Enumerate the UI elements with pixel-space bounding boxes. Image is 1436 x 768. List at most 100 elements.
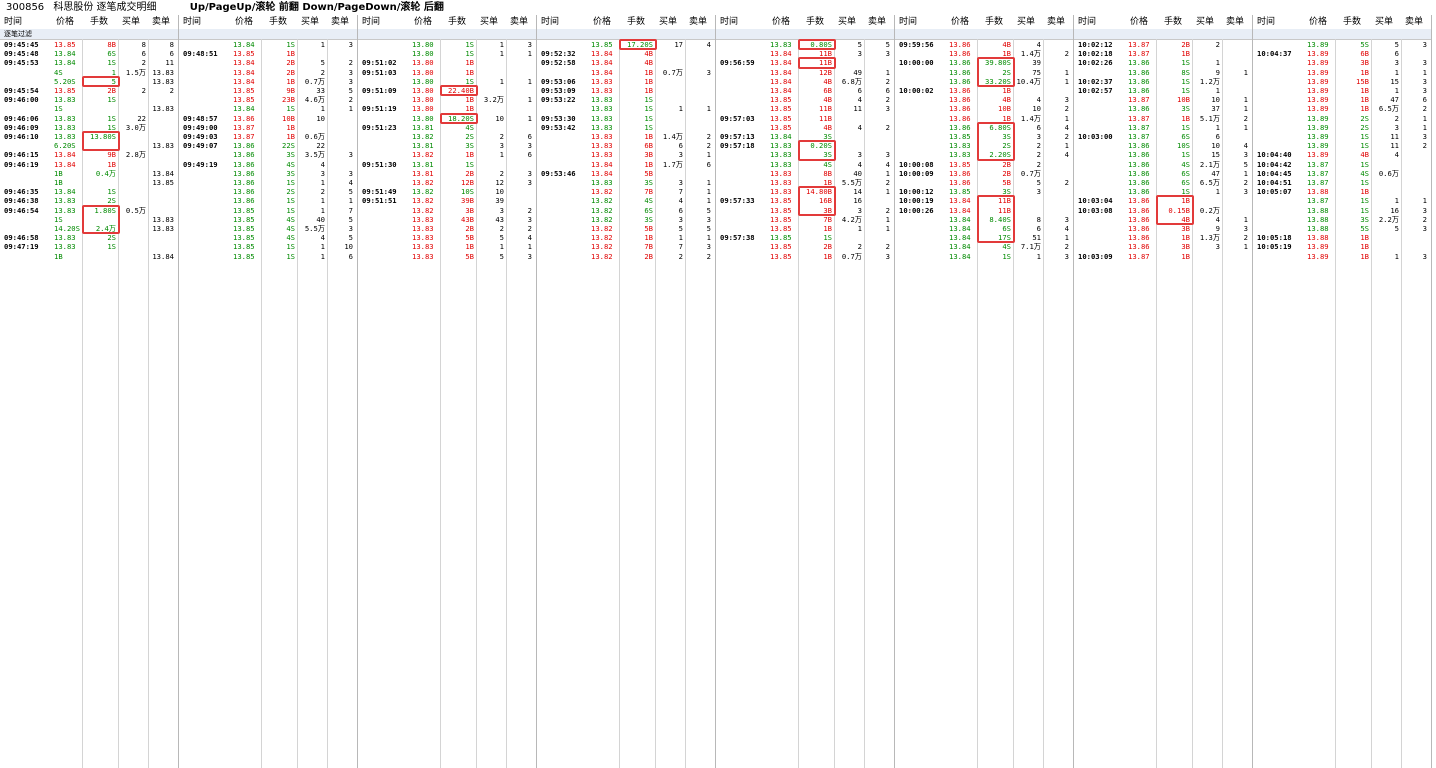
table-row[interactable]: 10:00:26 13.84 11B	[895, 206, 1073, 215]
table-row[interactable]: 13.85 4B 4 2	[716, 123, 894, 132]
table-row[interactable]: 10:05:18 13.88 1B	[1253, 233, 1431, 242]
table-row[interactable]: 10:00:00 13.86 39.80S 39	[895, 58, 1073, 67]
column-header[interactable]: 手数	[1343, 17, 1362, 27]
table-row[interactable]: 09:53:42 13.83 1S	[537, 123, 715, 132]
table-row[interactable]: 10:00:09 13.86 2B 0.7万	[895, 169, 1073, 178]
table-row[interactable]: 13.85 3B 3 2	[716, 206, 894, 215]
table-row[interactable]: 13.84 1S 1 1	[179, 104, 357, 113]
table-row[interactable]: 10:04:37 13.89 6B 6	[1253, 49, 1431, 58]
table-row[interactable]: 09:56:59 13.84 11B	[716, 58, 894, 67]
table-row[interactable]: 13.85 1B 1 1	[716, 224, 894, 233]
column-header[interactable]: 买单	[301, 17, 320, 27]
table-row[interactable]: 13.88 1S 16 3	[1253, 206, 1431, 215]
column-header[interactable]: 时间	[541, 17, 560, 27]
table-row[interactable]: 10:04:45 13.87 4S 0.6万	[1253, 169, 1431, 178]
table-row[interactable]: 13.85 3S 3 2	[895, 132, 1073, 141]
table-row[interactable]: 13.86 1S 1 3	[1074, 187, 1252, 196]
table-row[interactable]: 09:53:06 13.83 1B	[537, 77, 715, 86]
tick-panel[interactable]: 时间 价格 手数 买单 卖单 10:02:12 13.87 2B 2 10:02:18 13.87 1…	[1074, 15, 1253, 768]
table-row[interactable]: 13.86 2S 75 1	[895, 68, 1073, 77]
table-row[interactable]: 13.86 3B 9 3	[1074, 224, 1252, 233]
table-row[interactable]: 13.83 0.80S 5 5	[716, 40, 894, 49]
table-row[interactable]: 09:46:35 13.84 1S	[0, 187, 178, 196]
table-row[interactable]: 1B 0.4万 13.84	[0, 169, 178, 178]
column-header[interactable]: 价格	[593, 17, 612, 27]
table-row[interactable]: 13.85 17.20S 17 4	[537, 40, 715, 49]
table-row[interactable]: 09:57:03 13.85 11B	[716, 114, 894, 123]
column-header[interactable]: 手数	[90, 17, 109, 27]
table-row[interactable]: 13.85 1S 1 10	[179, 242, 357, 251]
table-row[interactable]: 13.87 1S 1 1	[1074, 123, 1252, 132]
table-row[interactable]: 09:53:22 13.83 1S	[537, 95, 715, 104]
table-row[interactable]: 13.85 1S 1 6	[179, 252, 357, 261]
table-row[interactable]: 13.86 6S 6.5万 2	[1074, 178, 1252, 187]
table-row[interactable]: 13.80 1B 3.2万 1	[358, 95, 536, 104]
table-row[interactable]: 13.86 1S 15 3	[1074, 150, 1252, 159]
table-row[interactable]: 13.83 8B 40 1	[716, 169, 894, 178]
column-header[interactable]: 卖单	[1047, 17, 1066, 27]
table-row[interactable]: 13.89 1B 1 3	[1253, 252, 1431, 261]
table-row[interactable]: 10:02:26 13.86 1S 1	[1074, 58, 1252, 67]
table-row[interactable]: 13.83 43B 43 3	[358, 215, 536, 224]
column-header[interactable]: 卖单	[1226, 17, 1245, 27]
table-row[interactable]: 13.89 1S 11 2	[1253, 141, 1431, 150]
table-row[interactable]: 13.82 1B 1 6	[358, 150, 536, 159]
filter-label[interactable]: 逐笔过滤	[4, 30, 32, 38]
column-header[interactable]: 卖单	[331, 17, 350, 27]
column-header[interactable]: 卖单	[510, 17, 529, 27]
table-row[interactable]: 13.85 1S 1 7	[179, 206, 357, 215]
table-row[interactable]: 13.89 1B 6.5万 2	[1253, 104, 1431, 113]
column-header[interactable]: 买单	[1375, 17, 1394, 27]
table-row[interactable]: 13.84 6S 6 4	[895, 224, 1073, 233]
table-row[interactable]: 09:46:19 13.84 1B	[0, 160, 178, 169]
table-row[interactable]: 09:59:56 13.86 4B 4	[895, 40, 1073, 49]
table-row[interactable]: 09:46:00 13.83 1S	[0, 95, 178, 104]
table-row[interactable]: 13.85 2B 2 2	[716, 242, 894, 251]
table-row[interactable]: 13.88 5S 5 3	[1253, 224, 1431, 233]
table-row[interactable]: 13.86 1S 1 1	[179, 196, 357, 205]
table-row[interactable]: 09:57:38 13.85 1S	[716, 233, 894, 242]
table-row[interactable]: 4S 1 1.5万 13.83	[0, 68, 178, 77]
table-row[interactable]: 10:03:08 13.86 0.15B 0.2万	[1074, 206, 1252, 215]
table-row[interactable]: 13.84 4S 7.1万 2	[895, 242, 1073, 251]
table-row[interactable]: 13.85 4S 4 5	[179, 233, 357, 242]
table-row[interactable]: 13.89 1B 1 3	[1253, 86, 1431, 95]
table-row[interactable]: 13.82 6S 6 5	[537, 206, 715, 215]
table-row[interactable]: 1B 13.84	[0, 252, 178, 261]
table-row[interactable]: 09:46:06 13.83 1S 22	[0, 114, 178, 123]
tick-panel[interactable]: 时间 价格 手数 买单 卖单 13.84 1S 1 3 09:48:51 13.85 1B 13.84 2…	[179, 15, 358, 768]
column-header[interactable]: 卖单	[689, 17, 708, 27]
column-header[interactable]: 买单	[838, 17, 857, 27]
table-row[interactable]: 13.86 10B 10 2	[895, 104, 1073, 113]
column-header[interactable]: 价格	[414, 17, 433, 27]
table-row[interactable]: 13.89 1B 1 1	[1253, 68, 1431, 77]
column-header[interactable]: 时间	[4, 17, 23, 27]
table-row[interactable]: 13.89 15B 15 3	[1253, 77, 1431, 86]
table-row[interactable]: 13.84 2B 5 2	[179, 58, 357, 67]
column-header[interactable]: 手数	[448, 17, 467, 27]
table-row[interactable]: 13.86 5B 5 2	[895, 178, 1073, 187]
table-row[interactable]: 10:00:02 13.86 1B	[895, 86, 1073, 95]
table-row[interactable]: 10:00:19 13.84 11B	[895, 196, 1073, 205]
column-header[interactable]: 买单	[659, 17, 678, 27]
table-row[interactable]: 10:02:57 13.86 1S 1	[1074, 86, 1252, 95]
table-row[interactable]: 13.87 1S 1 1	[1253, 196, 1431, 205]
table-row[interactable]: 09:57:18 13.83 0.20S	[716, 141, 894, 150]
table-row[interactable]: 13.82 5B 5 5	[537, 224, 715, 233]
table-row[interactable]: 13.86 6.80S 6 4	[895, 123, 1073, 132]
table-row[interactable]: 13.82 3B 3 2	[358, 206, 536, 215]
table-row[interactable]: 13.85 1B 0.7万 3	[716, 252, 894, 261]
table-row[interactable]: 10:00:12 13.85 3S 3	[895, 187, 1073, 196]
table-row[interactable]: 13.83 6B 6 2	[537, 141, 715, 150]
table-row[interactable]: 13.80 1S 1 3	[358, 40, 536, 49]
table-row[interactable]: 5.20S 5 13.83	[0, 77, 178, 86]
table-row[interactable]: 13.83 4S 4 4	[716, 160, 894, 169]
table-row[interactable]: 13.83 2B 2 2	[358, 224, 536, 233]
table-row[interactable]: 13.84 2B 2 3	[179, 68, 357, 77]
column-header[interactable]: 时间	[899, 17, 918, 27]
table-row[interactable]: 09:48:57 13.86 10B 10	[179, 114, 357, 123]
table-row[interactable]: 13.87 1B 5.1万 2	[1074, 114, 1252, 123]
table-row[interactable]: 1S 13.83	[0, 215, 178, 224]
table-row[interactable]: 09:51:09 13.80 22.40B	[358, 86, 536, 95]
tick-panel[interactable]: 时间 价格 手数 买单 卖单 13.80 1S 1 3 13.80 1S 1 1 09:51:02 13.8…	[358, 15, 537, 768]
